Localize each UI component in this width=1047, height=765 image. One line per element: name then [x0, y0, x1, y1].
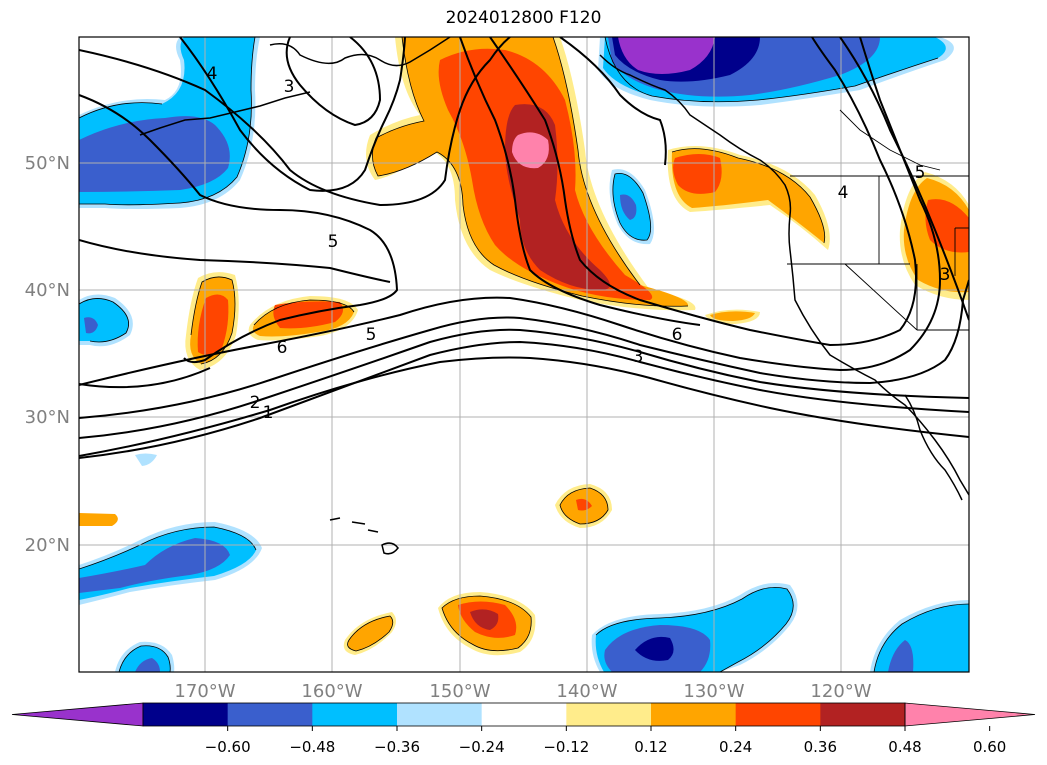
contour-label: 5	[366, 325, 377, 345]
colorbar: −0.60 −0.48 −0.36 −0.24 −0.12 0.12 0.24 0.36 0.4…	[11, 702, 1036, 756]
contour-label: 2	[250, 393, 261, 413]
lon-label: 130°W	[683, 681, 744, 702]
contour-lines	[79, 37, 969, 459]
lon-label: 170°W	[174, 681, 235, 702]
contour-label: 1	[263, 403, 274, 423]
colorbar-swatch	[227, 703, 313, 726]
colorbar-tick-label: 0.60	[973, 738, 1006, 756]
colorbar-swatch	[397, 703, 483, 726]
coastlines	[139, 37, 969, 555]
colorbar-tick-label: −0.36	[374, 738, 420, 756]
colorbar-extend-high	[904, 702, 1036, 727]
lon-label: 140°W	[556, 681, 617, 702]
contour-label: 3	[633, 347, 644, 367]
lat-label: 30°N	[25, 407, 70, 428]
colorbar-tick-label: 0.12	[634, 738, 667, 756]
colorbar-border	[142, 702, 906, 727]
colorbar-tick-label: −0.24	[459, 738, 505, 756]
longitude-labels: 170°W 160°W 150°W 140°W 130°W 120°W	[174, 681, 871, 702]
colorbar-swatch	[143, 703, 229, 726]
colorbar-tick-label: 0.36	[804, 738, 837, 756]
colorbar-tick-label: −0.60	[205, 738, 251, 756]
colorbar-swatch	[820, 703, 906, 726]
political-borders	[787, 109, 969, 331]
lon-label: 150°W	[429, 681, 490, 702]
latitude-labels: 50°N 40°N 30°N 20°N	[25, 153, 70, 556]
colorbar-tick-label: 0.24	[719, 738, 752, 756]
contour-label: 5	[328, 232, 339, 252]
contour-label: 4	[207, 64, 218, 84]
contour-label: 6	[277, 338, 288, 358]
colorbar-swatch	[312, 703, 398, 726]
colorbar-tick-label: 0.48	[888, 738, 921, 756]
colorbar-swatch	[481, 703, 567, 726]
lat-label: 40°N	[25, 280, 70, 301]
lon-label: 120°W	[810, 681, 871, 702]
colorbar-tick-label: −0.12	[543, 738, 589, 756]
map-frame	[78, 36, 970, 673]
lat-label: 20°N	[25, 535, 70, 556]
colorbar-tick-label: −0.48	[289, 738, 335, 756]
map-plot-area: 4 3 5 6 5 2 1 3 6 4 5 3	[79, 37, 969, 672]
contour-label: 3	[940, 265, 951, 285]
colorbar-swatch	[566, 703, 652, 726]
lat-label: 50°N	[25, 153, 70, 174]
contour-label: 6	[672, 325, 683, 345]
contour-label: 5	[915, 163, 926, 183]
colorbar-swatch	[651, 703, 737, 726]
map-title: 2024012800 F120	[445, 8, 602, 28]
colorbar-extend-low	[11, 702, 144, 727]
contour-label: 3	[284, 77, 295, 97]
lon-label: 160°W	[301, 681, 362, 702]
contour-labels: 4 3 5 6 5 2 1 3 6 4 5 3	[207, 64, 951, 423]
shading-outlines	[79, 37, 969, 672]
contour-label: 4	[838, 183, 849, 203]
colorbar-swatch	[735, 703, 821, 726]
